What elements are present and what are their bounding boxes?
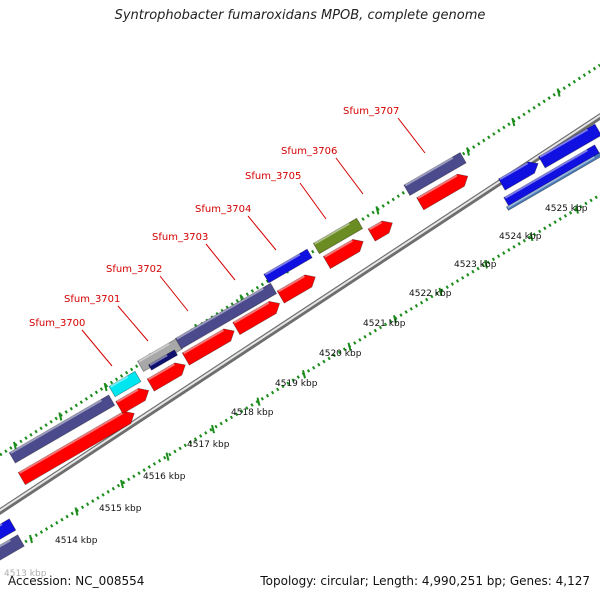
kbp-tick-label: 4521 kbp [363,319,406,329]
inner-major-tick [256,397,261,406]
gene-label: Sfum_3706 [281,146,337,157]
gene-bar-cyan[interactable] [108,370,142,398]
gene-bar-slate[interactable] [403,151,467,197]
gene-bar-slate[interactable] [174,282,278,350]
gene-label: Sfum_3701 [64,294,120,305]
inner-major-tick [74,507,79,516]
inner-major-tick [302,369,306,379]
gene-bar-steel[interactable] [505,151,600,211]
kbp-tick-label: 4524 kbp [499,232,542,242]
gene-bar-red[interactable] [17,407,137,486]
gene-bar-blue[interactable] [503,144,600,208]
gene-leader-line [335,157,364,195]
gene-bar-gray[interactable] [136,337,184,373]
gene-bar-red[interactable] [416,170,472,211]
outer-major-tick [103,382,108,392]
kbp-tick-label: 4518 kbp [231,408,274,418]
gene-bar-blue[interactable] [263,248,313,284]
outer-major-tick [13,441,17,451]
gene-leader-line [81,329,113,367]
inner-major-tick [211,424,215,434]
kbp-tick-label: 4523 kbp [454,260,497,270]
gene-bar-olive[interactable] [312,217,364,255]
inner-major-tick [29,534,33,544]
gene-bar-slate[interactable] [0,534,25,562]
gene-label: Sfum_3704 [195,204,251,215]
inner-major-tick [575,205,579,214]
gene-leader-line [205,243,236,281]
gene-leader-line [117,305,149,342]
outer-major-tick [511,117,516,127]
gene-bar-blue[interactable] [538,123,600,169]
gene-leader-line [299,182,327,220]
gene-leader-line [397,117,426,154]
inner-major-tick [347,342,352,352]
gene-bar-red[interactable] [115,384,152,415]
kbp-tick-label: 4516 kbp [143,472,186,482]
kbp-tick-label: 4514 kbp [55,536,98,546]
kbp-tick-label: 4513 kbp [4,569,47,579]
gene-label: Sfum_3705 [245,171,301,182]
outer-major-tick [556,88,561,97]
kbp-tick-label: 4520 kbp [319,349,362,359]
kbp-tick-label: 4522 kbp [409,289,452,299]
inner-major-tick [484,260,488,269]
genome-stats-text: Topology: circular; Length: 4,990,251 bp… [260,574,590,588]
inner-major-tick [393,315,397,324]
gene-bar-red[interactable] [146,359,189,392]
inner-major-tick [165,452,170,461]
gene-leader-line [159,275,189,312]
gene-bar-red[interactable] [367,217,396,242]
inner-major-tick [120,479,124,489]
gene-label: Sfum_3707 [343,106,399,117]
gene-label: Sfum_3700 [29,318,85,329]
gene-bar-slate[interactable] [8,394,116,464]
gene-label: Sfum_3702 [106,264,162,275]
gene-bar-red[interactable] [181,325,237,366]
outer-major-tick [58,412,63,421]
kbp-tick-label: 4519 kbp [275,379,318,389]
kbp-tick-label: 4517 kbp [187,440,230,450]
gene-bar-red[interactable] [276,271,319,304]
genome-title: Syntrophobacter fumaroxidans MPOB, compl… [114,8,486,23]
gene-bar-red[interactable] [322,235,366,270]
gene-bar-navy[interactable] [147,349,179,371]
gene-bar-blue[interactable] [498,158,542,191]
inner-major-tick [438,287,443,297]
gene-leader-line [247,215,277,251]
outer-major-tick [466,147,470,156]
gene-label: Sfum_3703 [152,232,208,243]
gene-bar-red[interactable] [232,297,283,336]
inner-major-tick [529,232,534,242]
accession-text: Accession: NC_008554 [8,574,145,588]
outer-major-tick [375,206,380,215]
gene-bar-blue[interactable] [0,518,17,542]
kbp-tick-label: 4525 kbp [545,204,588,214]
inner-tick-ruler [19,193,600,547]
kbp-tick-label: 4515 kbp [99,504,142,514]
